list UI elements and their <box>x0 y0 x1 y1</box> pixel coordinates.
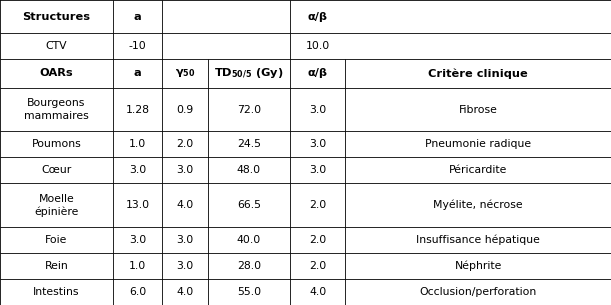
Text: 4.0: 4.0 <box>176 287 194 297</box>
Text: -10: -10 <box>128 41 147 51</box>
Text: Occlusion/perforation: Occlusion/perforation <box>420 287 536 297</box>
Text: 0.9: 0.9 <box>176 105 194 115</box>
Text: 1.0: 1.0 <box>129 139 146 149</box>
Text: a: a <box>134 69 141 78</box>
Text: α/β: α/β <box>308 69 327 78</box>
Text: 6.0: 6.0 <box>129 287 146 297</box>
Text: Critère clinique: Critère clinique <box>428 68 528 79</box>
Text: 40.0: 40.0 <box>237 235 261 245</box>
Text: 28.0: 28.0 <box>237 261 261 271</box>
Text: Pneumonie radique: Pneumonie radique <box>425 139 531 149</box>
Text: Fibrose: Fibrose <box>459 105 497 115</box>
Text: 3.0: 3.0 <box>129 235 146 245</box>
Text: 3.0: 3.0 <box>129 165 146 175</box>
Text: 1.0: 1.0 <box>129 261 146 271</box>
Text: 4.0: 4.0 <box>176 200 194 210</box>
Text: 3.0: 3.0 <box>309 139 326 149</box>
Text: 3.0: 3.0 <box>176 235 194 245</box>
Text: Péricardite: Péricardite <box>449 165 507 175</box>
Text: 2.0: 2.0 <box>309 235 326 245</box>
Text: Myélite, nécrose: Myélite, nécrose <box>433 200 523 210</box>
Text: 72.0: 72.0 <box>237 105 261 115</box>
Text: 13.0: 13.0 <box>125 200 150 210</box>
Text: 3.0: 3.0 <box>176 165 194 175</box>
Text: Rein: Rein <box>45 261 68 271</box>
Text: Structures: Structures <box>23 12 90 22</box>
Text: 55.0: 55.0 <box>237 287 261 297</box>
Text: CTV: CTV <box>46 41 67 51</box>
Text: Foie: Foie <box>45 235 68 245</box>
Text: 2.0: 2.0 <box>176 139 194 149</box>
Text: a: a <box>134 12 141 22</box>
Text: 3.0: 3.0 <box>309 165 326 175</box>
Text: 2.0: 2.0 <box>309 261 326 271</box>
Text: 2.0: 2.0 <box>309 200 326 210</box>
Text: Cœur: Cœur <box>42 165 71 175</box>
Text: Poumons: Poumons <box>32 139 81 149</box>
Text: 66.5: 66.5 <box>237 200 261 210</box>
Text: 1.28: 1.28 <box>125 105 150 115</box>
Text: Insuffisance hépatique: Insuffisance hépatique <box>416 235 540 245</box>
Text: OARs: OARs <box>40 69 73 78</box>
Text: 4.0: 4.0 <box>309 287 326 297</box>
Text: Néphrite: Néphrite <box>455 261 502 271</box>
Text: 3.0: 3.0 <box>309 105 326 115</box>
Text: $\mathbf{\gamma_{50}}$: $\mathbf{\gamma_{50}}$ <box>175 67 195 80</box>
Text: 24.5: 24.5 <box>237 139 261 149</box>
Text: Moelle
épinière: Moelle épinière <box>34 194 79 217</box>
Text: Intestins: Intestins <box>33 287 80 297</box>
Text: 10.0: 10.0 <box>306 41 330 51</box>
Text: Bourgeons
mammaires: Bourgeons mammaires <box>24 99 89 121</box>
Text: 48.0: 48.0 <box>237 165 261 175</box>
Text: $\mathbf{TD_{50/5}}$ (Gy): $\mathbf{TD_{50/5}}$ (Gy) <box>214 66 284 81</box>
Text: α/β: α/β <box>308 12 327 22</box>
Text: 3.0: 3.0 <box>176 261 194 271</box>
